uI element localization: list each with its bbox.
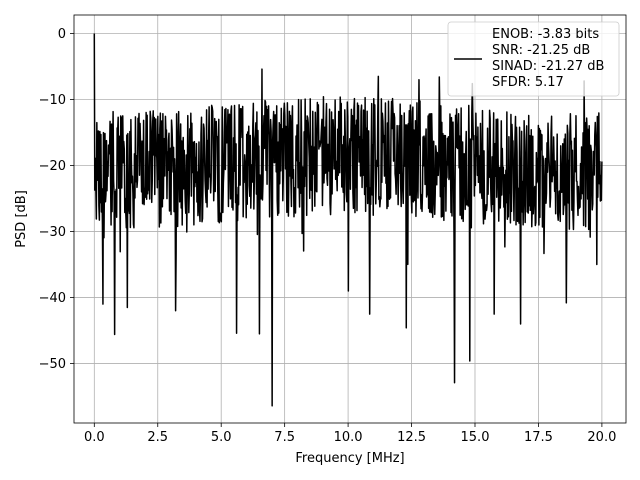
legend-entry-enob: ENOB: -3.83 bits — [492, 27, 599, 42]
legend: ENOB: -3.83 bits SNR: -21.25 dB SINAD: -… — [447, 21, 620, 97]
x-tick-label: 5.0 — [211, 430, 232, 445]
legend-entry-sfdr: SFDR: 5.17 — [492, 75, 564, 90]
x-axis-label: Frequency [MHz] — [295, 451, 404, 466]
x-tick-label: 17.5 — [524, 430, 553, 445]
x-tick-label: 10.0 — [334, 430, 363, 445]
tick-labels: 0.0 2.5 5.0 7.5 10.0 12.5 15.0 17.5 20.0 0 −10 −20 −… — [39, 27, 617, 445]
y-tick-label: 0 — [58, 27, 66, 42]
y-tick-label: −40 — [39, 291, 66, 306]
legend-box — [447, 21, 620, 97]
ticks — [70, 33, 603, 427]
y-tick-label: −30 — [39, 225, 66, 240]
y-tick-label: −50 — [39, 357, 66, 372]
y-axis-label: PSD [dB] — [14, 190, 29, 248]
series-layer — [93, 33, 603, 407]
x-tick-label: 7.5 — [274, 430, 295, 445]
x-tick-label: 20.0 — [587, 430, 616, 445]
psd-series-line — [93, 33, 603, 407]
x-tick-label: 0.0 — [84, 430, 105, 445]
y-tick-label: −10 — [39, 93, 66, 108]
legend-entry-snr: SNR: -21.25 dB — [492, 43, 590, 58]
legend-entry-sinad: SINAD: -21.27 dB — [492, 59, 604, 74]
x-tick-label: 15.0 — [461, 430, 490, 445]
plot-frame — [73, 14, 627, 424]
x-tick-label: 2.5 — [147, 430, 168, 445]
x-tick-label: 12.5 — [397, 430, 426, 445]
y-tick-label: −20 — [39, 159, 66, 174]
